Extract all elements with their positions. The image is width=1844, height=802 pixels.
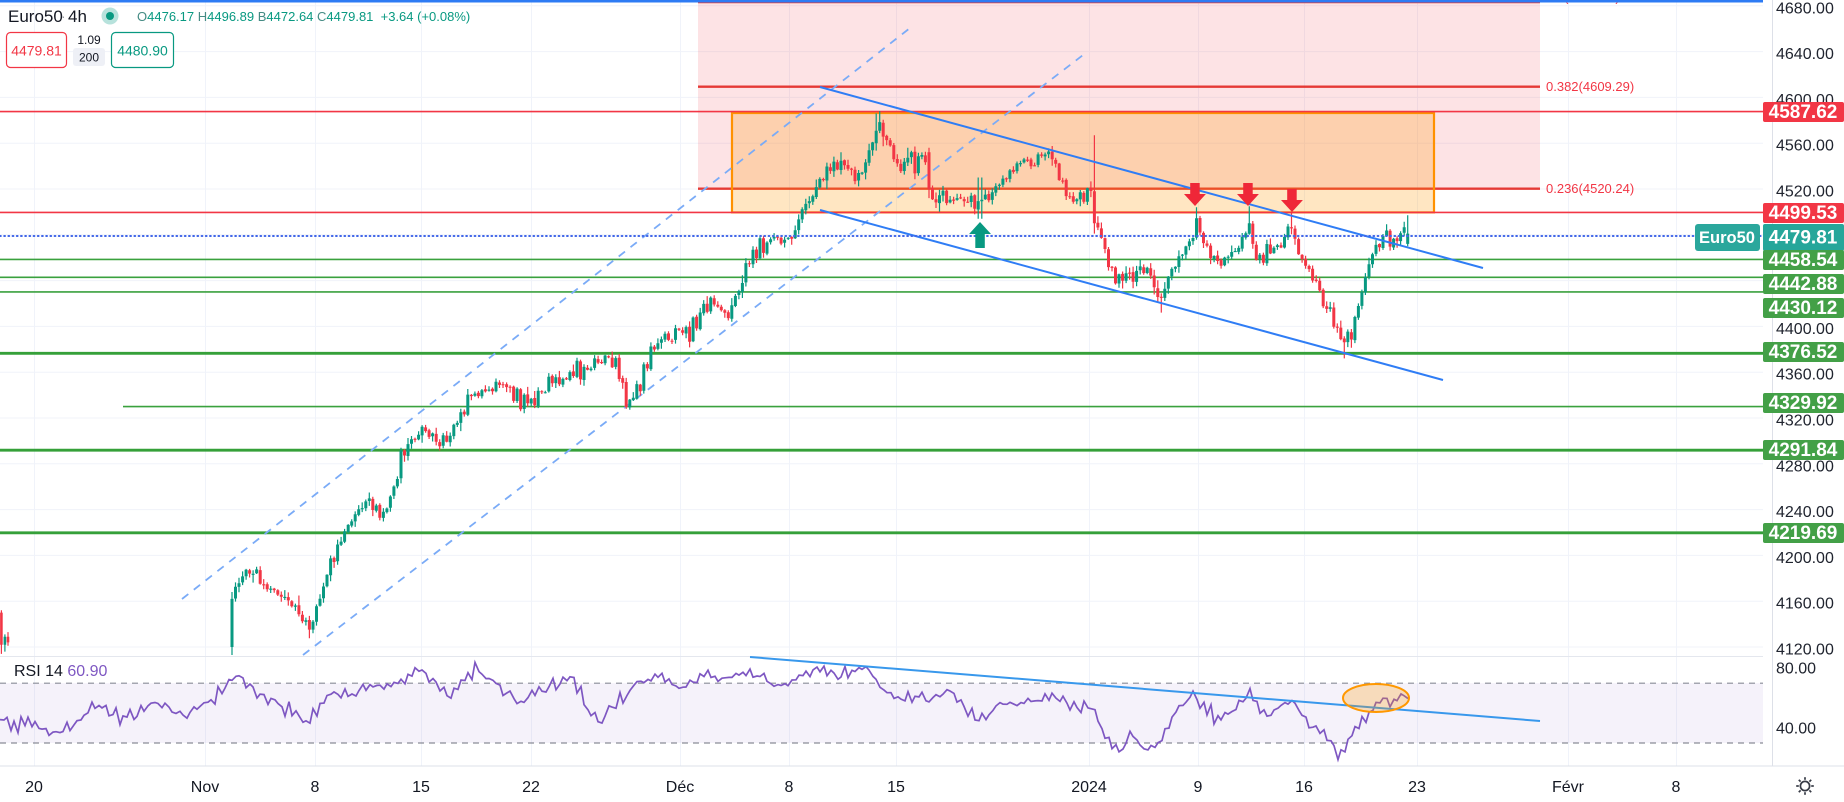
svg-text:RSI 14 60.90: RSI 14 60.90 (14, 663, 108, 680)
svg-text:8: 8 (1672, 779, 1681, 796)
svg-text:4219.69: 4219.69 (1769, 523, 1838, 544)
svg-text:4400.00: 4400.00 (1776, 321, 1834, 338)
svg-text:9: 9 (1194, 779, 1203, 796)
svg-text:4280.00: 4280.00 (1776, 458, 1834, 475)
svg-text:4560.00: 4560.00 (1776, 138, 1834, 155)
svg-text:0.236(4520.24): 0.236(4520.24) (1546, 181, 1634, 196)
svg-text:22: 22 (522, 779, 540, 796)
svg-text:4480.90: 4480.90 (117, 43, 168, 59)
svg-text:15: 15 (887, 779, 905, 796)
svg-text:4160.00: 4160.00 (1776, 596, 1834, 613)
svg-text:4499.53: 4499.53 (1769, 203, 1838, 224)
svg-text:4200.00: 4200.00 (1776, 550, 1834, 567)
svg-text:4320.00: 4320.00 (1776, 413, 1834, 430)
svg-text:4640.00: 4640.00 (1776, 46, 1834, 63)
svg-text:·: · (61, 8, 66, 24)
svg-text:80.00: 80.00 (1776, 661, 1816, 678)
svg-text:Euro50: Euro50 (1699, 229, 1755, 247)
svg-text:8: 8 (785, 779, 794, 796)
svg-text:4430.12: 4430.12 (1769, 298, 1838, 319)
svg-text:4479.81: 4479.81 (11, 43, 62, 59)
svg-text:8: 8 (311, 779, 320, 796)
svg-text:4680.00: 4680.00 (1776, 0, 1834, 17)
svg-text:16: 16 (1295, 779, 1313, 796)
svg-text:4120.00: 4120.00 (1776, 642, 1834, 659)
svg-text:Nov: Nov (191, 779, 219, 796)
svg-text:4587.62: 4587.62 (1769, 102, 1838, 123)
svg-text:4360.00: 4360.00 (1776, 367, 1834, 384)
svg-text:O4476.17 H4496.89 B4472.64 C44: O4476.17 H4496.89 B4472.64 C4479.81 +3.6… (137, 9, 470, 24)
svg-text:2024: 2024 (1071, 779, 1107, 796)
svg-text:Euro50: Euro50 (8, 7, 63, 26)
svg-text:23: 23 (1408, 779, 1426, 796)
svg-text:Févr: Févr (1552, 779, 1585, 796)
svg-text:0.382(4609.29): 0.382(4609.29) (1546, 79, 1634, 94)
svg-text:4479.81: 4479.81 (1769, 228, 1838, 249)
svg-text:4520.00: 4520.00 (1776, 184, 1834, 201)
svg-text:4291.84: 4291.84 (1769, 440, 1838, 461)
svg-text:4240.00: 4240.00 (1776, 504, 1834, 521)
svg-text:20: 20 (25, 779, 43, 796)
svg-text:1.09: 1.09 (77, 33, 101, 47)
svg-text:4329.92: 4329.92 (1769, 393, 1838, 414)
svg-text:15: 15 (412, 779, 430, 796)
svg-text:Déc: Déc (666, 779, 694, 796)
svg-text:4h: 4h (68, 7, 87, 26)
svg-text:4458.54: 4458.54 (1769, 250, 1838, 271)
svg-text:4376.52: 4376.52 (1769, 342, 1838, 363)
svg-text:4442.88: 4442.88 (1769, 274, 1838, 295)
svg-text:40.00: 40.00 (1776, 721, 1816, 738)
svg-text:200: 200 (79, 51, 99, 65)
